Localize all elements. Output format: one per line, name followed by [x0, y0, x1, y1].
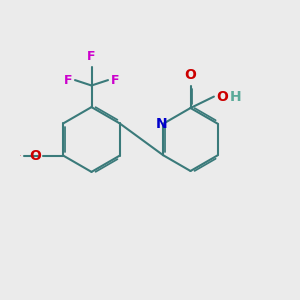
Text: O: O [20, 155, 21, 156]
Text: N: N [156, 117, 167, 131]
Text: F: F [64, 74, 73, 87]
Text: O: O [184, 68, 196, 82]
Text: F: F [87, 50, 96, 63]
Text: O: O [216, 90, 228, 104]
Text: H: H [230, 90, 241, 104]
Text: O: O [29, 149, 40, 163]
Text: F: F [110, 74, 119, 87]
